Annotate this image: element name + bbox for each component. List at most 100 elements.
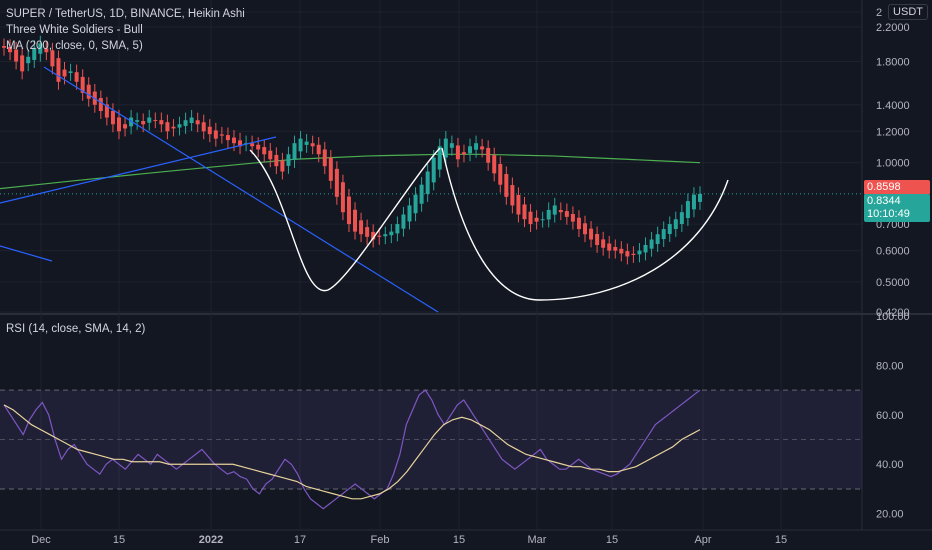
candle-body	[486, 147, 491, 163]
candle-body	[498, 164, 503, 185]
candle-body	[207, 126, 212, 135]
candle-body	[14, 49, 19, 62]
candle-body	[468, 146, 473, 154]
axes: 2.2000 1.8000 1.4000 1.2000 1.0000 0.7000 0.60…	[31, 7, 909, 546]
candle-body	[38, 43, 43, 54]
time-tick-label: 17	[294, 534, 306, 546]
price-tick-label: 1.8000	[876, 57, 910, 69]
candle-body	[80, 76, 85, 93]
candle-body	[474, 143, 479, 150]
candle-body	[262, 147, 267, 155]
candle-body	[304, 141, 309, 145]
candle-body	[673, 219, 678, 229]
main-legend: SUPER / TetherUS, 1D, BINANCE, Heikin As…	[6, 6, 245, 54]
currency-label: USDT	[893, 6, 923, 18]
rsi-tick-label: 80.00	[876, 360, 904, 372]
price-tick-label: 2	[876, 7, 882, 19]
ma-legend[interactable]: MA (200, close, 0, SMA, 5)	[6, 40, 143, 52]
candle-body	[86, 84, 91, 99]
candle-body	[268, 150, 273, 160]
candle-body	[225, 135, 230, 141]
candle-body	[522, 204, 527, 220]
candle-body	[540, 219, 545, 221]
candle-body	[619, 248, 624, 254]
candle-body	[546, 209, 551, 220]
candle-body	[510, 185, 515, 206]
candle-body	[68, 71, 73, 73]
candle-body	[389, 231, 394, 236]
candle-body	[383, 234, 388, 237]
candle-body	[365, 227, 370, 237]
symbol-title[interactable]: SUPER / TetherUS, 1D, BINANCE, Heikin As…	[6, 8, 245, 20]
candle-body	[231, 137, 236, 144]
candle-body	[8, 46, 13, 53]
candle-body	[280, 160, 285, 172]
short-trendline	[0, 245, 53, 262]
user-drawings	[0, 66, 729, 313]
currency-button[interactable]: USDT	[888, 4, 928, 20]
candle-body	[147, 117, 152, 123]
candle-body	[437, 146, 442, 170]
price-tick-label: 1.2000	[876, 126, 910, 138]
candle-body	[395, 224, 400, 234]
candle-body	[195, 120, 200, 125]
candle-body	[183, 120, 188, 126]
time-tick-label: Feb	[371, 534, 390, 546]
candle-body	[250, 143, 255, 147]
candle-body	[679, 212, 684, 225]
price-tick-label: 0.4200	[876, 307, 910, 319]
candle-body	[595, 234, 600, 245]
candle-body	[492, 155, 497, 174]
ma-200-path	[0, 153, 701, 190]
candle-body	[691, 194, 696, 210]
candle-body	[292, 143, 297, 160]
candle-body	[425, 171, 430, 194]
last-price-value: 0.8598	[867, 181, 901, 193]
price-tick-label: 0.7000	[876, 219, 910, 231]
candle-body	[171, 126, 176, 129]
candle-body	[104, 104, 109, 118]
candle-body	[413, 194, 418, 214]
candle-body	[601, 239, 606, 248]
candle-body	[328, 157, 333, 181]
candle-body	[110, 110, 115, 125]
candle-body	[116, 117, 121, 132]
candle-body	[443, 138, 448, 158]
rsi-ma-line	[3, 404, 701, 500]
bar-countdown: 10:10:49	[867, 208, 910, 220]
cup-curve-right	[441, 147, 729, 301]
candle-body	[50, 50, 55, 67]
candle-body	[583, 223, 588, 235]
rsi-title[interactable]: RSI (14, close, SMA, 14, 2)	[6, 323, 146, 335]
candle-body	[56, 58, 61, 82]
rsi-legend: RSI (14, close, SMA, 14, 2)	[6, 321, 145, 337]
rsi-panel	[0, 389, 862, 510]
rsi-tick-label: 60.00	[876, 410, 904, 422]
current-price-value: 0.8344	[867, 195, 901, 207]
candle-body	[613, 247, 618, 251]
candle-body	[449, 143, 454, 148]
time-tick-label: 15	[113, 534, 125, 546]
candle-body	[455, 145, 460, 160]
time-tick-label: 15	[606, 534, 618, 546]
candle-body	[123, 124, 128, 129]
candle-body	[685, 201, 690, 219]
price-tick-label: 1.0000	[876, 158, 910, 170]
candle-body	[401, 214, 406, 229]
candle-body	[286, 154, 291, 166]
candle-body	[516, 194, 521, 215]
candle-body	[159, 120, 164, 125]
candle-body	[589, 228, 594, 240]
candle-body	[643, 244, 648, 253]
candle-body	[528, 211, 533, 225]
pattern-label[interactable]: Three White Soldiers - Bull	[6, 24, 143, 36]
candle-body	[552, 205, 557, 215]
candle-body	[98, 98, 103, 112]
candle-body	[480, 146, 485, 150]
candle-body	[189, 117, 194, 124]
candle-body	[637, 250, 642, 255]
rsi-tick-label: 100.00	[876, 311, 910, 323]
candle-body	[334, 168, 339, 197]
candle-body	[26, 56, 31, 64]
